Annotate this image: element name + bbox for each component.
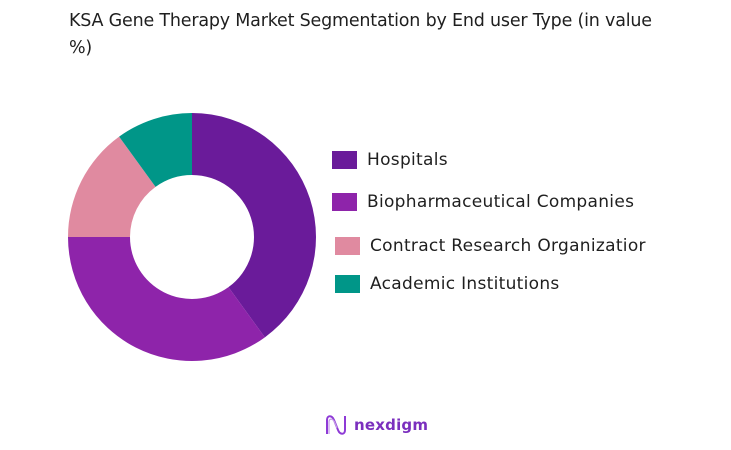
nexdigm-wave-icon bbox=[326, 415, 346, 435]
legend-label: Hospitals bbox=[367, 150, 448, 170]
legend-swatch bbox=[335, 275, 360, 293]
legend-item-hospitals: Hospitals bbox=[332, 150, 448, 170]
legend-item-contract-research-organization: Contract Research Organizatior bbox=[335, 236, 646, 256]
donut-chart bbox=[68, 113, 316, 361]
nexdigm-logo: nexdigm bbox=[324, 414, 428, 436]
legend-label: Academic Institutions bbox=[370, 274, 560, 294]
legend-label: Contract Research Organizatior bbox=[370, 236, 646, 256]
legend-item-biopharmaceutical-companies: Biopharmaceutical Companies bbox=[332, 192, 634, 212]
legend-swatch bbox=[332, 193, 357, 211]
donut-slice-biopharmaceutical-companies bbox=[68, 237, 265, 361]
logo-text: nexdigm bbox=[354, 416, 429, 434]
donut-slices bbox=[68, 113, 316, 361]
legend-label: Biopharmaceutical Companies bbox=[367, 192, 635, 212]
donut-slice-contract-research-organization bbox=[68, 136, 156, 237]
legend-swatch bbox=[335, 237, 360, 255]
legend-item-academic-institutions: Academic Institutions bbox=[335, 274, 560, 294]
donut-slice-academic-institutions bbox=[119, 113, 192, 187]
legend-swatch bbox=[332, 151, 357, 169]
donut-slice-hospitals bbox=[192, 113, 316, 338]
chart-title: KSA Gene Therapy Market Segmentation by … bbox=[69, 11, 652, 58]
